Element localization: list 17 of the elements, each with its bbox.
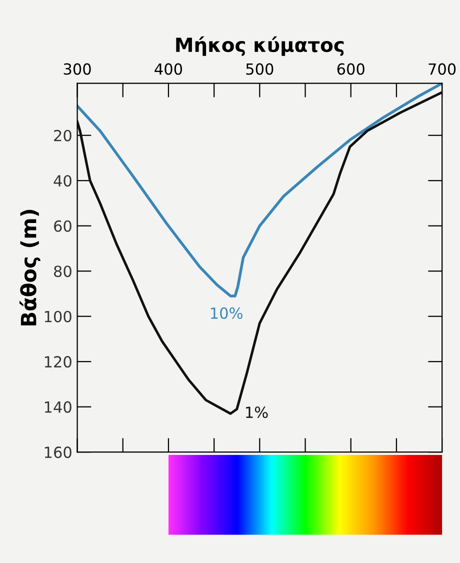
y-tick-label: 80 [54, 266, 72, 278]
y-tick-label: 20 [54, 130, 72, 142]
y-tick-label: 100 [44, 310, 72, 322]
x-axis-title: Μήκος κύματος [176, 36, 344, 56]
y-tick-label: 120 [44, 356, 72, 368]
x-tick-label: 700 [428, 63, 456, 75]
x-tick-label: 500 [246, 63, 274, 75]
y-tick-label: 140 [44, 401, 72, 413]
y-tick-label: 160 [44, 446, 72, 458]
x-tick-label: 600 [337, 63, 364, 75]
series-label: 10% [211, 307, 242, 319]
x-tick-label: 400 [154, 63, 182, 75]
y-tick-label: 60 [54, 220, 72, 232]
y-axis-title: Βάθος (m) [19, 210, 40, 326]
y-tick-label: 40 [54, 175, 72, 187]
series-label: 1% [246, 406, 268, 418]
x-tick-label: 300 [64, 63, 91, 75]
